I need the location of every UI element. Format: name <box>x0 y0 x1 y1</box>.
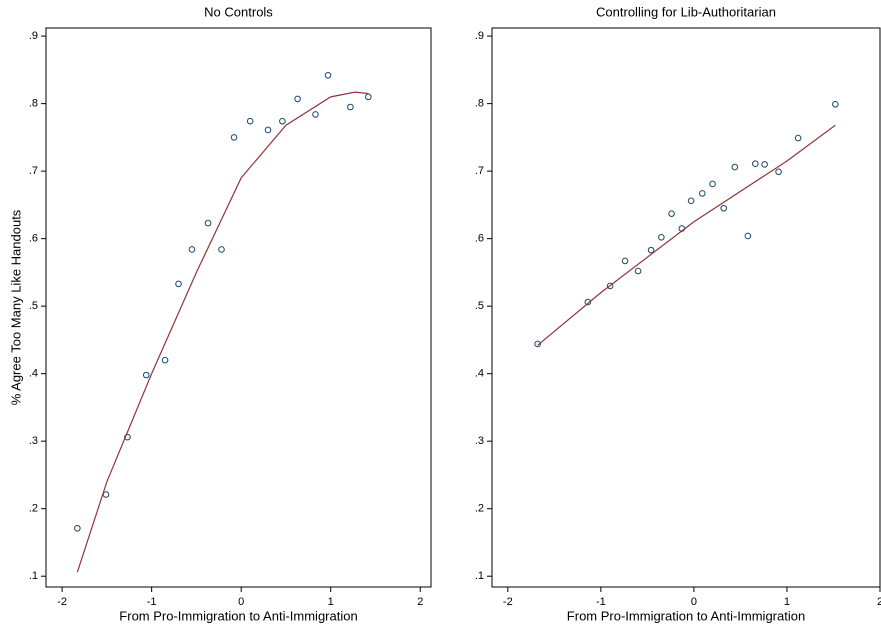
y-tick-label: .3 <box>29 435 38 447</box>
y-tick-label: .5 <box>29 300 38 312</box>
fit-line <box>76 91 369 573</box>
y-tick-label: .8 <box>475 98 484 110</box>
y-tick-label: .6 <box>29 233 38 245</box>
y-tick-label: .4 <box>29 368 38 380</box>
scatter-point <box>230 134 238 141</box>
plot-frame <box>45 27 432 588</box>
y-tick-label: .9 <box>29 30 38 42</box>
scatter-point <box>324 71 332 79</box>
scatter-point <box>294 95 301 103</box>
scatter-point <box>761 161 768 168</box>
scatter-point <box>584 298 592 306</box>
scatter-point <box>709 180 716 188</box>
x-tick-label: 1 <box>328 596 334 608</box>
scatter-point <box>161 356 169 364</box>
y-tick-label: .7 <box>475 165 484 177</box>
scatter-point <box>606 282 614 290</box>
x-axis-label: From Pro-Immigration to Anti-Immigration <box>567 608 805 623</box>
scatter-point <box>74 524 81 532</box>
x-axis-label: From Pro-Immigration to Anti-Immigration <box>119 608 357 623</box>
scatter-point <box>175 280 182 288</box>
y-tick-label: .2 <box>29 503 38 515</box>
scatter-point <box>279 117 286 125</box>
scatter-point <box>668 210 675 217</box>
x-tick-label: 0 <box>691 596 697 608</box>
scatter-point <box>218 246 225 253</box>
fit-line <box>537 124 836 346</box>
y-tick-label: .2 <box>475 503 484 515</box>
y-tick-label: .6 <box>475 233 484 245</box>
y-tick-label: .9 <box>475 30 484 42</box>
y-tick-label: .3 <box>475 435 484 447</box>
y-tick-label: .1 <box>475 570 484 582</box>
x-tick-label: 1 <box>784 596 790 608</box>
scatter-point <box>720 204 727 212</box>
y-axis-label: % Agree Too Many Like Handouts <box>8 209 23 405</box>
scatter-point <box>102 491 110 498</box>
scatter-point <box>775 168 782 176</box>
y-tick-label: .1 <box>29 570 38 582</box>
scatter-point <box>142 371 150 379</box>
x-tick-label: 0 <box>238 596 244 608</box>
y-tick-label: .5 <box>475 300 484 312</box>
x-tick-label: -1 <box>147 596 157 608</box>
scatter-point <box>621 257 629 265</box>
x-tick-label: -2 <box>57 596 67 608</box>
chart-title: Controlling for Lib-Authoritarian <box>596 4 776 19</box>
scatter-point <box>752 160 759 167</box>
scatter-point <box>687 197 695 205</box>
scatter-point <box>312 111 319 118</box>
scatter-point <box>698 190 706 197</box>
scatter-point <box>365 93 372 101</box>
x-tick-label: -1 <box>596 596 606 608</box>
y-tick-label: .7 <box>29 165 38 177</box>
scatter-point <box>731 163 739 171</box>
y-tick-label: .4 <box>475 368 484 380</box>
scatter-point <box>744 232 752 240</box>
scatter-point <box>794 134 802 142</box>
chart-title: No Controls <box>204 4 273 19</box>
scatter-point <box>246 117 254 125</box>
y-tick-label: .8 <box>29 98 38 110</box>
scatter-point <box>124 433 131 441</box>
scatter-point <box>647 246 655 254</box>
scatter-point <box>188 246 196 253</box>
x-tick-label: 2 <box>417 596 423 608</box>
scatter-point <box>634 267 642 275</box>
scatter-point <box>832 100 839 108</box>
scatter-point <box>534 340 541 348</box>
scatter-point <box>264 126 272 134</box>
plot-frame <box>491 27 881 588</box>
scatter-point <box>658 233 665 241</box>
x-tick-label: 2 <box>877 596 881 608</box>
scatter-point <box>204 219 212 227</box>
scatter-point <box>347 103 354 111</box>
x-tick-label: -2 <box>503 596 513 608</box>
